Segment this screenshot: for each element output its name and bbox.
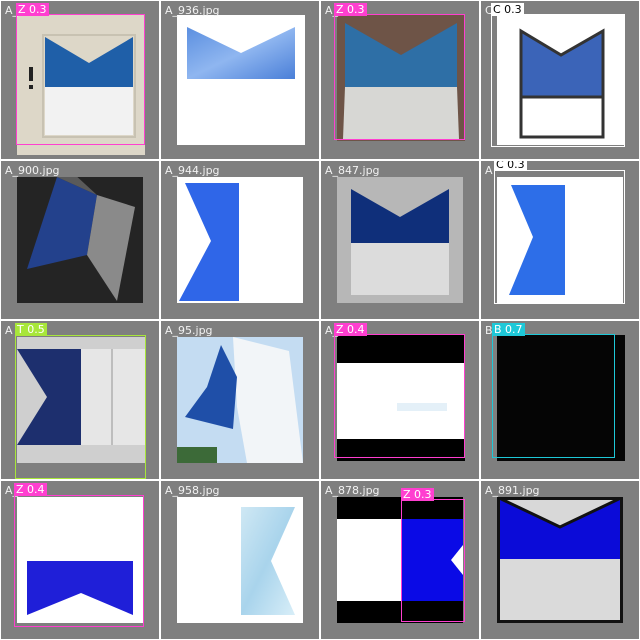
image-tile[interactable]: A_878.jpg Z 0.3	[321, 481, 479, 639]
detection-box	[401, 499, 465, 622]
flag-image	[497, 177, 623, 303]
flag-picture	[177, 177, 303, 303]
flag-picture	[337, 497, 463, 623]
flag-image	[337, 15, 465, 141]
flag-image	[177, 497, 303, 623]
flag-picture	[17, 337, 145, 463]
flag-picture	[17, 177, 143, 303]
detection-box	[334, 14, 465, 140]
flag-picture	[337, 15, 465, 141]
tile-filename: A_958.jpg	[165, 484, 220, 497]
flag-image	[497, 15, 625, 145]
tile-filename: A_936.jpg	[165, 4, 220, 17]
detection-box	[494, 170, 625, 304]
image-tile[interactable]: A_847.jpg	[321, 161, 479, 319]
image-tile[interactable]: A_ Z 0.4	[321, 321, 479, 479]
detection-box	[15, 335, 146, 479]
flag-image	[177, 177, 303, 303]
detection-box	[492, 334, 615, 458]
flag-picture	[17, 497, 143, 623]
tile-filename: A_878.jpg	[325, 484, 380, 497]
detection-label: Z 0.3	[16, 3, 49, 16]
image-tile[interactable]: A_95.jpg	[161, 321, 319, 479]
detection-label: T 0.5	[15, 323, 47, 336]
flag-image	[337, 497, 463, 623]
flag-image	[497, 335, 625, 461]
image-tile[interactable]: A_936.jpg	[161, 1, 319, 159]
flag-image	[497, 497, 623, 623]
tile-filename: A_900.jpg	[5, 164, 60, 177]
tile-filename: B	[485, 324, 493, 337]
tile-filename: A_	[5, 4, 19, 17]
flag-image	[337, 177, 463, 303]
flag-image	[17, 177, 143, 303]
image-tile[interactable]: A_ Z 0.3	[1, 1, 159, 159]
image-tile[interactable]: A_ Z 0.4	[1, 481, 159, 639]
image-tile[interactable]: A_944.jpg	[161, 161, 319, 319]
flag-image	[17, 337, 145, 463]
flag-picture	[337, 177, 463, 303]
flag-picture	[497, 15, 625, 145]
image-tile[interactable]: A C 0.3	[481, 161, 639, 319]
detection-label: C 0.3	[494, 161, 527, 171]
detection-label: Z 0.3	[401, 488, 434, 501]
flag-image	[17, 15, 145, 155]
image-tile[interactable]: A_891.jpg	[481, 481, 639, 639]
detection-label: Z 0.4	[14, 483, 47, 496]
detection-label: Z 0.4	[334, 323, 367, 336]
tile-filename: A_847.jpg	[325, 164, 380, 177]
image-tile[interactable]: B B 0.7	[481, 321, 639, 479]
flag-image	[17, 497, 143, 623]
flag-image	[337, 335, 465, 461]
flag-picture	[497, 177, 623, 303]
detection-box	[16, 14, 145, 145]
flag-picture	[337, 335, 465, 461]
tile-filename: C	[485, 4, 493, 17]
tile-filename: A	[5, 324, 13, 337]
image-tile[interactable]: A_ Z 0.3	[321, 1, 479, 159]
detection-label: C 0.3	[491, 3, 524, 16]
image-tile[interactable]: A_958.jpg	[161, 481, 319, 639]
flag-image	[177, 337, 303, 463]
image-tile[interactable]: A_900.jpg	[1, 161, 159, 319]
tile-filename: A_944.jpg	[165, 164, 220, 177]
tile-filename: A_95.jpg	[165, 324, 213, 337]
detection-label: Z 0.3	[334, 3, 367, 16]
image-tile[interactable]: A T 0.5	[1, 321, 159, 479]
tile-filename: A_891.jpg	[485, 484, 540, 497]
flag-image	[177, 15, 305, 145]
detection-box	[334, 334, 465, 458]
flag-picture	[497, 497, 623, 623]
flag-picture	[177, 337, 303, 463]
image-tile[interactable]: C C 0.3	[481, 1, 639, 159]
flag-picture	[177, 497, 303, 623]
detection-box	[491, 14, 625, 147]
detection-box	[14, 495, 144, 627]
flag-picture	[177, 15, 305, 145]
tile-filename: A	[485, 164, 493, 177]
detection-label: B 0.7	[492, 323, 525, 336]
flag-picture	[17, 15, 145, 155]
